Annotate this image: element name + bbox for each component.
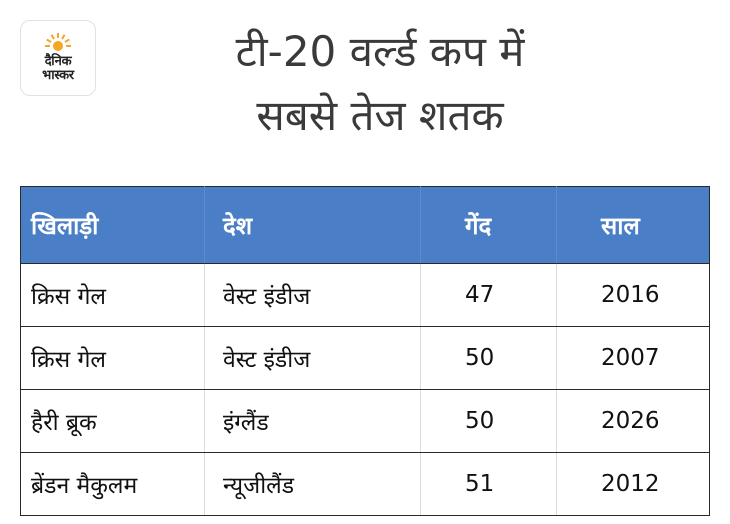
cell-balls: 47 <box>420 263 557 327</box>
cell-year: 2012 <box>556 452 710 516</box>
sun-icon <box>45 33 71 52</box>
cell-balls: 51 <box>420 452 557 516</box>
table-row: क्रिस गेल वेस्ट इंडीज 50 2007 <box>20 326 710 390</box>
cell-player: क्रिस गेल <box>20 326 205 390</box>
title-line1: टी-20 वर्ल्ड कप में <box>235 27 525 76</box>
logo-text-line2: भास्कर <box>42 68 74 83</box>
cell-player: क्रिस गेल <box>20 263 205 327</box>
cell-country: वेस्ट इंडीज <box>204 326 421 390</box>
cell-player: ब्रेंडन मैकुलम <box>20 452 205 516</box>
cell-country: न्यूजीलैंड <box>204 452 421 516</box>
fastest-centuries-table: खिलाड़ी देश गेंद साल क्रिस गेल वेस्ट इंड… <box>20 186 710 516</box>
cell-player: हैरी ब्रूक <box>20 389 205 453</box>
page-title: टी-20 वर्ल्ड कप में सबसे तेज शतक <box>130 20 630 148</box>
header-year: साल <box>556 186 710 264</box>
header-country: देश <box>204 186 421 264</box>
table-header-row: खिलाड़ी देश गेंद साल <box>20 186 710 264</box>
table-row: हैरी ब्रूक इंग्लैंड 50 2026 <box>20 389 710 453</box>
header-player: खिलाड़ी <box>20 186 205 264</box>
cell-balls: 50 <box>420 326 557 390</box>
cell-country: वेस्ट इंडीज <box>204 263 421 327</box>
table-row: ब्रेंडन मैकुलम न्यूजीलैंड 51 2012 <box>20 452 710 516</box>
cell-country: इंग्लैंड <box>204 389 421 453</box>
cell-year: 2016 <box>556 263 710 327</box>
title-line2: सबसे तेज शतक <box>256 91 504 140</box>
cell-year: 2007 <box>556 326 710 390</box>
header-balls: गेंद <box>420 186 557 264</box>
cell-year: 2026 <box>556 389 710 453</box>
cell-balls: 50 <box>420 389 557 453</box>
logo-text-line1: दैनिक <box>44 54 72 70</box>
dainik-bhaskar-logo: दैनिक भास्कर <box>20 20 96 96</box>
table-row: क्रिस गेल वेस्ट इंडीज 47 2016 <box>20 263 710 327</box>
